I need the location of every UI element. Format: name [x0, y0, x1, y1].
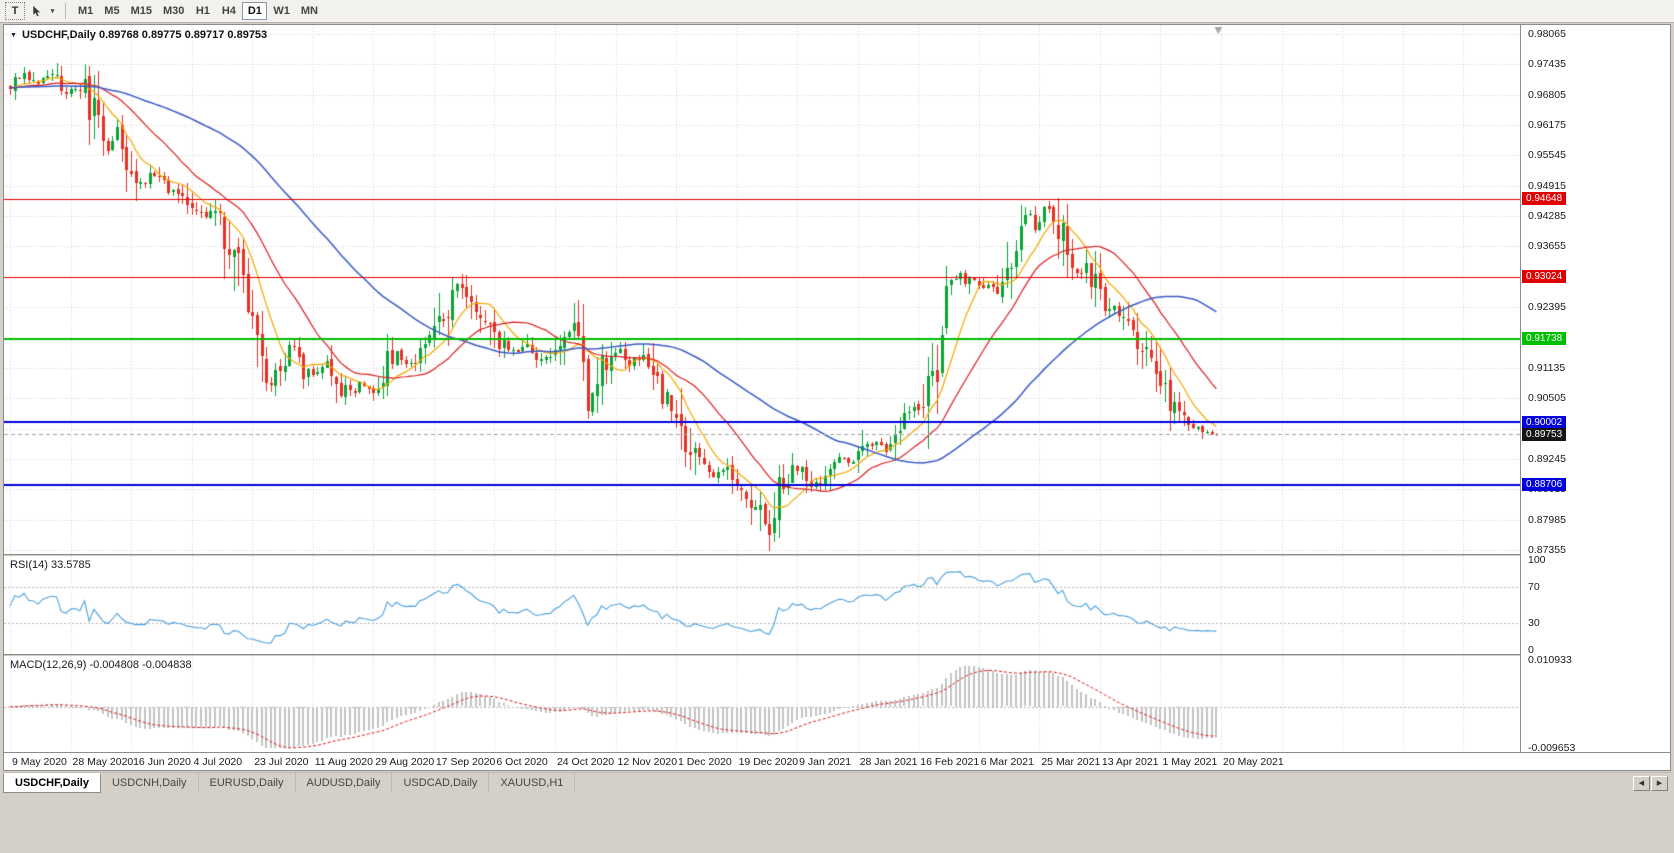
date-label: 16 Jun 2020: [133, 756, 191, 768]
date-label: 23 Jul 2020: [254, 756, 309, 768]
price-tick-label: 0.89245: [1528, 452, 1566, 465]
chart-window: ▼ USDCHF,Daily 0.89768 0.89775 0.89717 0…: [3, 24, 1671, 771]
date-label: 6 Mar 2021: [980, 756, 1034, 768]
tab-usdcad-daily[interactable]: USDCAD,Daily: [392, 773, 490, 793]
rsi-axis-label: 0: [1528, 644, 1534, 656]
chart-collapse-icon[interactable]: ▼: [10, 31, 17, 39]
chart-tab-bar: USDCHF,Daily USDCNH,Daily EURUSD,Daily AUDU…: [3, 772, 1671, 793]
current-price-badge[interactable]: 0.89753: [1522, 427, 1567, 441]
text-tool-button[interactable]: T: [5, 2, 25, 20]
date-label: 16 Feb 2021: [920, 756, 980, 768]
date-label: 17 Sep 2020: [435, 756, 496, 768]
date-label: 24 Oct 2020: [556, 756, 615, 768]
price-tick-label: 0.96805: [1528, 88, 1566, 101]
price-tick-label: 0.94915: [1528, 179, 1566, 192]
tab-audusd-daily[interactable]: AUDUSD,Daily: [296, 773, 393, 793]
toolbar: T ▾ M1 M5 M15 M30 H1 H4 D1 W1 MN: [0, 0, 1674, 23]
price-tick-label: 0.90505: [1528, 392, 1566, 405]
price-tick-label: 0.93655: [1528, 240, 1566, 253]
date-label: 1 Dec 2020: [678, 756, 732, 768]
date-label: 6 Oct 2020: [496, 756, 548, 768]
cursor-icon: [32, 5, 40, 16]
date-label: 9 May 2020: [12, 756, 67, 768]
date-label: 19 Dec 2020: [738, 756, 799, 768]
rsi-axis-label: 100: [1528, 554, 1546, 566]
chart-header: ▼ USDCHF,Daily 0.89768 0.89775 0.89717 0…: [10, 29, 267, 41]
timeframe-button-mn[interactable]: MN: [296, 2, 323, 20]
tab-eurusd-daily[interactable]: EURUSD,Daily: [199, 773, 296, 793]
timeframe-group: M1 M5 M15 M30 H1 H4 D1 W1 MN: [73, 2, 323, 20]
price-level-badge[interactable]: 0.93024: [1522, 270, 1567, 284]
date-label: 28 May 2020: [72, 756, 134, 768]
date-label: 20 May 2021: [1223, 756, 1284, 768]
tool-dropdown-button[interactable]: ▾: [47, 2, 58, 20]
tabs: USDCHF,Daily USDCNH,Daily EURUSD,Daily AUDU…: [3, 773, 576, 793]
date-label: 28 Jan 2021: [859, 756, 918, 768]
price-tick-label: 0.96175: [1528, 119, 1566, 132]
price-tick-label: 0.87355: [1528, 544, 1566, 556]
price-tick-label: 0.98065: [1528, 28, 1566, 40]
macd-splitter[interactable]: [4, 654, 1670, 656]
date-label: 13 Apr 2021: [1101, 756, 1159, 768]
date-label: 29 Aug 2020: [375, 756, 435, 768]
tab-usdcnh-daily[interactable]: USDCNH,Daily: [101, 773, 199, 793]
timeframe-button-w1[interactable]: W1: [268, 2, 295, 20]
macd-axis-min-label: -0.009653: [1528, 742, 1576, 754]
timeframe-button-d1[interactable]: D1: [242, 2, 268, 20]
price-chart-canvas[interactable]: [4, 25, 1520, 554]
rsi-indicator-label: RSI(14) 33.5785: [10, 559, 91, 571]
cursor-tool-button[interactable]: [26, 2, 46, 20]
rsi-axis-label: 70: [1528, 581, 1540, 593]
price-tick-label: 0.92395: [1528, 301, 1566, 314]
timeframe-button-m30[interactable]: M30: [158, 2, 189, 20]
price-level-badge[interactable]: 0.90002: [1522, 415, 1567, 429]
macd-axis-max-label: 0.010933: [1528, 654, 1572, 666]
toolbar-separator: [65, 3, 66, 19]
price-tick-label: 0.97435: [1528, 58, 1566, 71]
price-tick-label: 0.87985: [1528, 513, 1566, 526]
price-level-badge[interactable]: 0.88706: [1522, 478, 1567, 492]
date-label: 9 Jan 2021: [799, 756, 852, 768]
tab-scroll-left-button[interactable]: ◀: [1633, 775, 1650, 791]
tab-scroll-right-button[interactable]: ▶: [1651, 775, 1668, 791]
timeframe-button-m1[interactable]: M1: [73, 2, 98, 20]
date-label: 25 Mar 2021: [1041, 756, 1101, 768]
price-level-badge[interactable]: 0.91738: [1522, 332, 1567, 346]
date-label: 1 May 2021: [1162, 756, 1218, 768]
rsi-axis-label: 30: [1528, 617, 1540, 629]
timeframe-button-m5[interactable]: M5: [99, 2, 124, 20]
date-label: 4 Jul 2020: [193, 756, 243, 768]
price-tick-label: 0.94285: [1528, 210, 1566, 223]
price-tick-label: 0.91135: [1528, 361, 1566, 374]
timeframe-button-m15[interactable]: M15: [126, 2, 157, 20]
rsi-chart-canvas[interactable]: [4, 556, 1520, 654]
price-axis[interactable]: 0.98065 0.97435 0.96805 0.96175 0.95545 0.949…: [1520, 25, 1670, 754]
tab-scrollbar: ◀ ▶: [1630, 773, 1671, 793]
macd-indicator-label: MACD(12,26,9) -0.004808 -0.004838: [10, 659, 192, 671]
price-tick-label: 0.95545: [1528, 149, 1566, 162]
rsi-splitter[interactable]: [4, 554, 1670, 556]
tab-xauusd-h1[interactable]: XAUUSD,H1: [489, 773, 576, 793]
chart-title-ohlc: USDCHF,Daily 0.89768 0.89775 0.89717 0.8…: [21, 29, 268, 41]
macd-chart-canvas[interactable]: [4, 656, 1520, 752]
timeframe-button-h1[interactable]: H1: [190, 2, 215, 20]
tab-usdchf-daily[interactable]: USDCHF,Daily: [3, 773, 101, 793]
date-label: 12 Nov 2020: [617, 756, 678, 768]
timeframe-button-h4[interactable]: H4: [216, 2, 241, 20]
price-level-badge[interactable]: 0.94648: [1522, 192, 1567, 206]
date-label: 11 Aug 2020: [314, 756, 373, 768]
date-axis[interactable]: 9 May 2020 28 May 2020 16 Jun 2020 4 Jul 20…: [4, 752, 1670, 770]
